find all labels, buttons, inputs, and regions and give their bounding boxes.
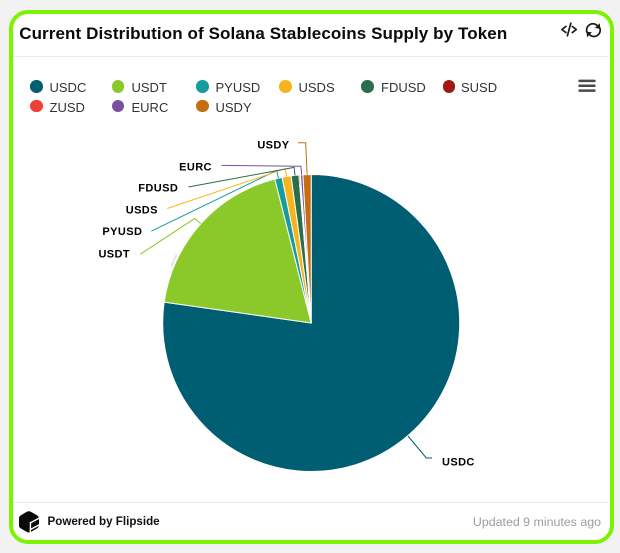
svg-text:USDT: USDT	[98, 248, 130, 260]
svg-text:USDY: USDY	[257, 139, 289, 151]
svg-text:USDC: USDC	[442, 456, 475, 468]
svg-text:PYUSD: PYUSD	[102, 226, 142, 238]
svg-text:USDS: USDS	[126, 205, 158, 217]
svg-text:EURC: EURC	[179, 162, 212, 174]
svg-text:FDUSD: FDUSD	[138, 183, 178, 195]
